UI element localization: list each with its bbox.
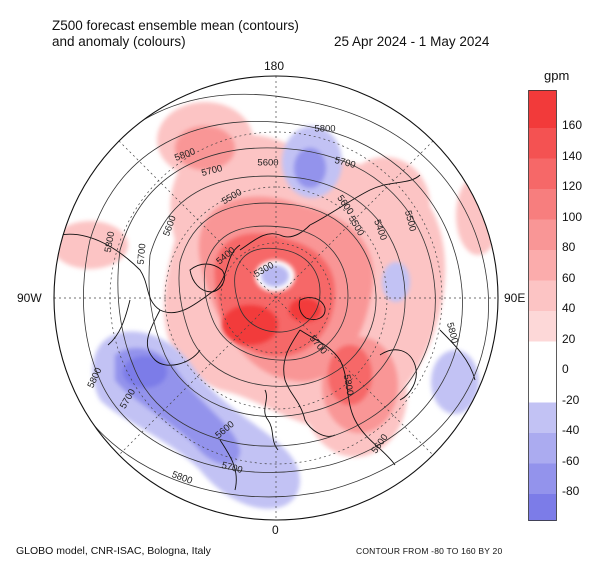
colorbar-tick-label: 100 [562, 209, 583, 224]
colorbar-swatch-positive [528, 90, 557, 128]
map-boundary [53, 75, 499, 521]
contour-label: 5700 [136, 243, 149, 265]
colorbar-swatch-positive [528, 128, 557, 159]
colorbar-swatch-negative [528, 433, 557, 464]
contour-label: 5500 [402, 209, 418, 232]
colorbar-tick-label: 160 [562, 118, 583, 132]
contour-label: 5700 [220, 460, 243, 476]
colorbar-tick-label: 60 [562, 270, 576, 285]
longitude-label-90e: 90E [504, 291, 526, 305]
colorbar-tick-label: 140 [562, 148, 583, 163]
contour-label: 5700 [333, 155, 356, 171]
colorbar-tick-label: 80 [562, 240, 576, 254]
colorbar-swatch-positive [528, 311, 557, 342]
map-title-line1: Z500 forecast ensemble mean (contours) [52, 18, 299, 33]
colorbar [528, 90, 557, 521]
model-credit: GLOBO model, CNR-ISAC, Bologna, Italy [16, 545, 211, 557]
contour-label: 5700 [200, 163, 223, 179]
contour-label: 5800 [170, 469, 194, 487]
colorbar-swatch-positive [528, 219, 557, 250]
colorbar-tick-label: 40 [562, 301, 576, 315]
colorbar-tick-label: -20 [562, 392, 580, 407]
longitude-label-180: 180 [264, 59, 285, 73]
colorbar-swatch-positive [528, 189, 557, 220]
colorbar-swatch-neutral [528, 341, 557, 403]
contour-label: 5800 [103, 231, 118, 254]
colorbar-swatch-positive [528, 280, 557, 311]
map-title-line2: and anomaly (colours) [52, 34, 186, 49]
colorbar-swatch-positive [528, 250, 557, 281]
contour-label: 5600 [257, 158, 278, 169]
colorbar-swatch-negative [528, 494, 557, 521]
contour-label: 5800 [341, 374, 356, 397]
colorbar-swatch-negative [528, 402, 557, 433]
colorbar-tick-label: 120 [562, 179, 583, 193]
colorbar-tick-label: 20 [562, 331, 576, 346]
colorbar-tick-label: -80 [562, 484, 580, 498]
colorbar-unit: gpm [544, 68, 570, 83]
colorbar-swatch-negative [528, 463, 557, 494]
contour-label: 5800 [444, 321, 460, 344]
colorbar-tick-label: 0 [562, 362, 569, 376]
contour-info: CONTOUR FROM -80 TO 160 BY 20 [356, 546, 503, 556]
colorbar-tick-label: -40 [562, 423, 580, 437]
height-contours [54, 93, 489, 498]
colorbar-swatch-positive [528, 158, 557, 189]
colorbar-tick-label: -60 [562, 453, 580, 468]
longitude-label-0: 0 [272, 523, 279, 537]
forecast-date-range: 25 Apr 2024 - 1 May 2024 [334, 34, 490, 49]
contour-label: 5800 [314, 124, 335, 135]
longitude-label-90w: 90W [17, 291, 42, 305]
anomaly-field [54, 76, 498, 520]
